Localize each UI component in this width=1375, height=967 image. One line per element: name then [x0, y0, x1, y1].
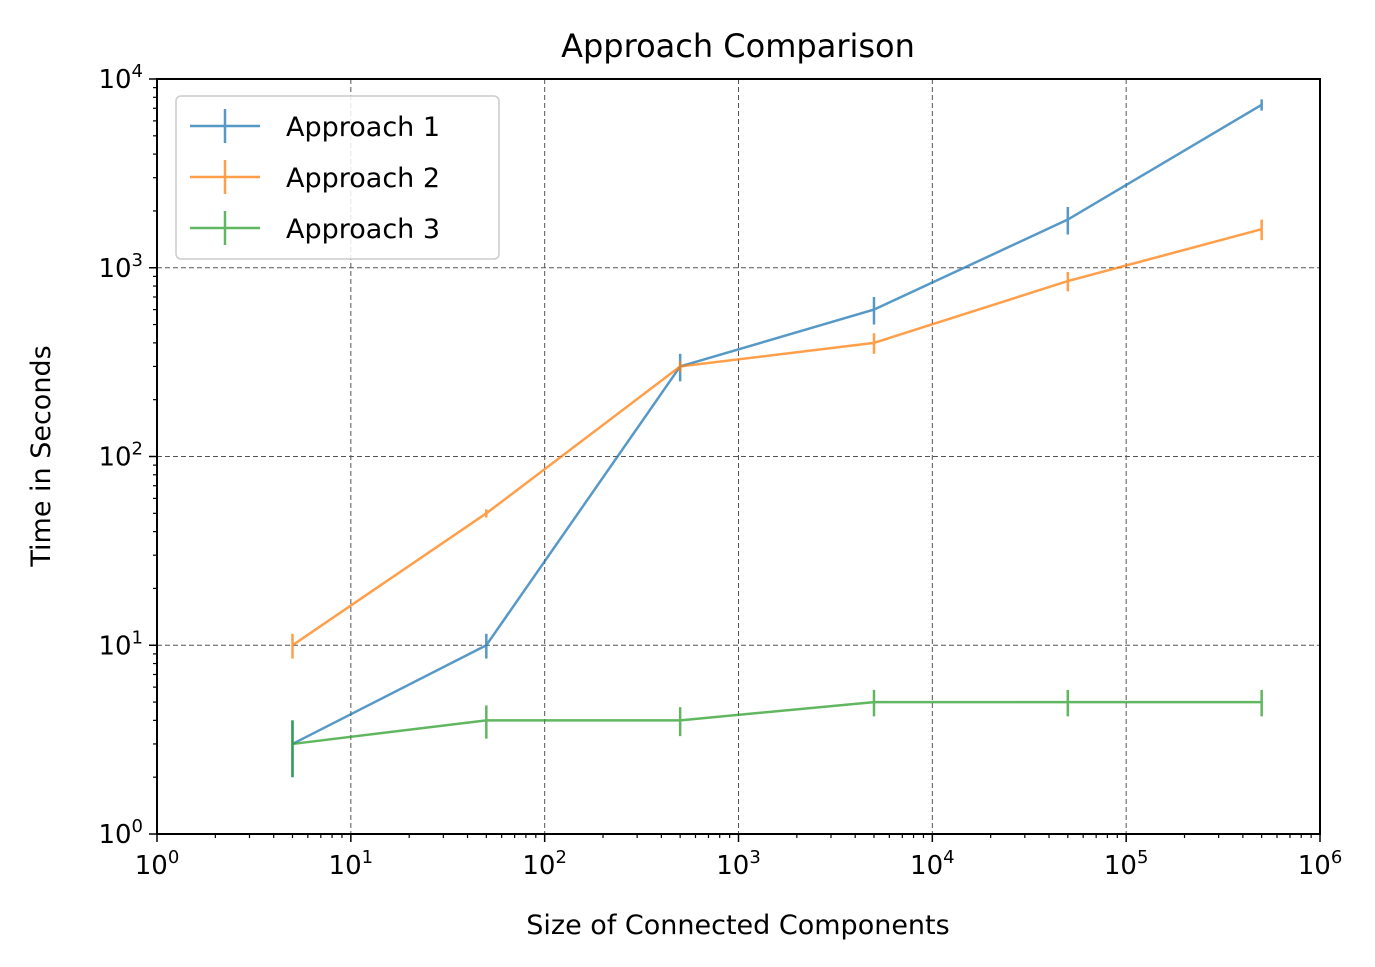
legend-label: Approach 2	[286, 163, 440, 194]
legend-handle	[190, 160, 260, 194]
x-tick-label: 104	[910, 847, 955, 881]
x-tick-label: 100	[135, 847, 180, 881]
legend-handle	[190, 211, 260, 245]
legend-label: Approach 3	[286, 214, 440, 245]
series-line	[291, 228, 1262, 647]
x-axis-ticks: 100 101 102 103 104 105 106	[135, 834, 1343, 881]
series-2	[291, 219, 1263, 659]
x-tick-label: 106	[1298, 847, 1343, 881]
chart-title: Approach Comparison	[561, 27, 915, 65]
y-axis-ticks: 100 101 102 103 104	[98, 61, 157, 850]
x-tick-label: 101	[329, 847, 374, 881]
y-tick-label: 102	[98, 439, 143, 473]
y-tick-label: 103	[98, 250, 143, 284]
x-tick-label: 105	[1104, 847, 1149, 881]
legend: Approach 1 Approach 2 Approach 3	[175, 95, 500, 260]
series-3	[291, 689, 1263, 778]
y-tick-label: 100	[98, 816, 143, 850]
series-line	[292, 700, 1262, 746]
x-tick-label: 103	[716, 847, 761, 881]
y-tick-label: 104	[98, 61, 143, 95]
y-tick-label: 101	[98, 627, 143, 661]
legend-box	[175, 95, 500, 260]
series-line	[291, 103, 1263, 746]
series-layer	[291, 99, 1263, 778]
legend-handle	[190, 109, 260, 143]
y-axis-title: Time in Seconds	[26, 345, 57, 567]
x-axis-title: Size of Connected Components	[526, 910, 949, 941]
x-tick-label: 102	[522, 847, 567, 881]
grid-layer	[157, 79, 1320, 834]
legend-label: Approach 1	[286, 112, 440, 143]
